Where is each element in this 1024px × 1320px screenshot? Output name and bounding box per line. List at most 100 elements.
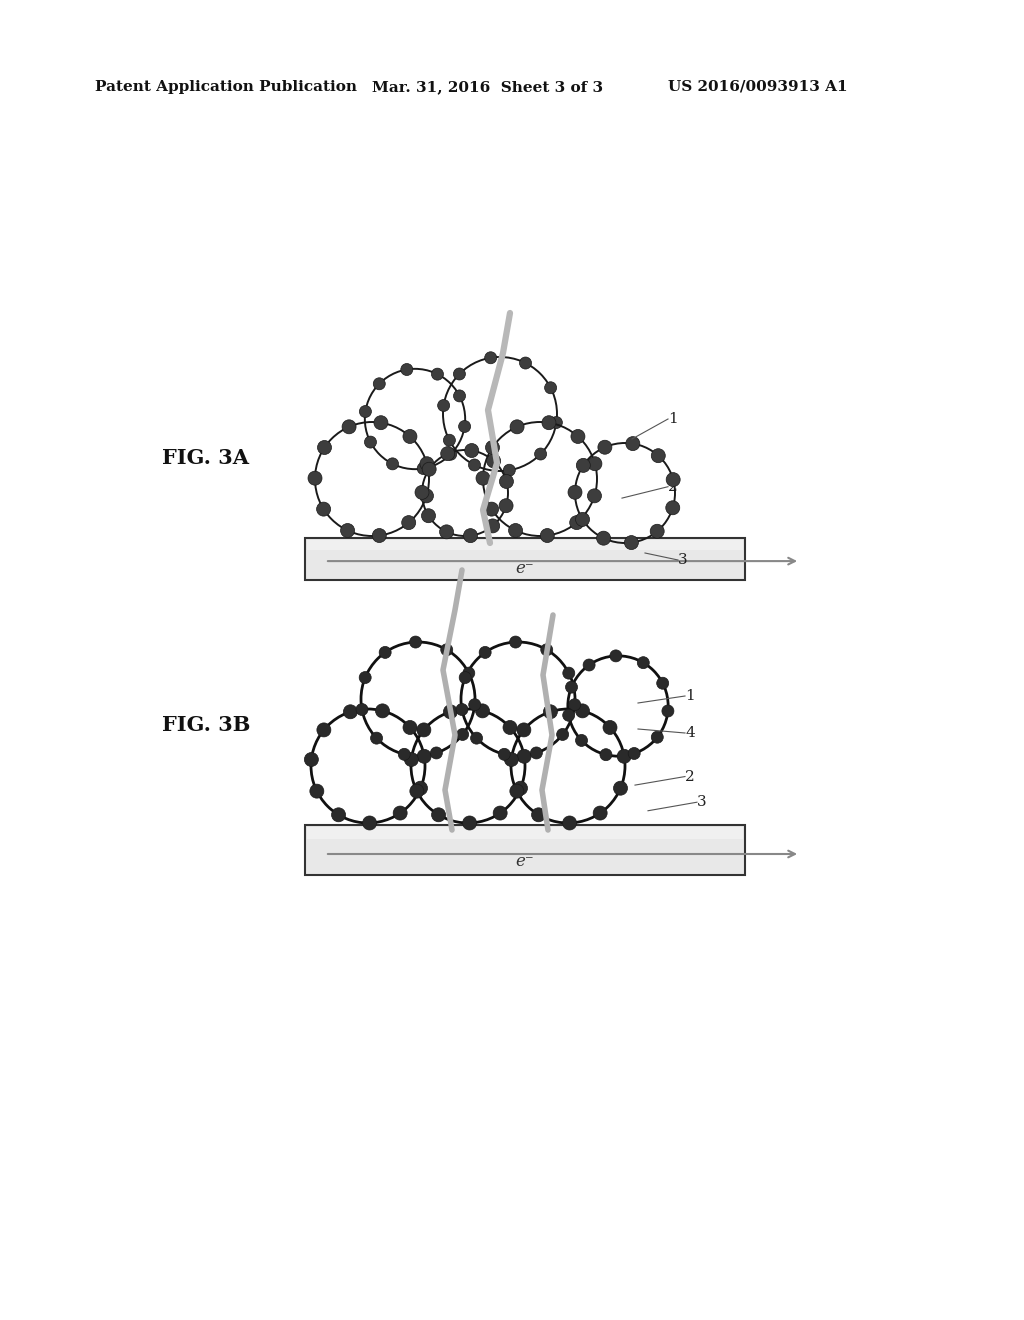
Circle shape [459, 421, 471, 433]
Circle shape [359, 672, 371, 684]
Text: 3: 3 [678, 553, 688, 568]
Circle shape [494, 807, 507, 820]
Bar [305, 825, 745, 875]
Circle shape [341, 524, 354, 537]
Circle shape [444, 449, 457, 461]
Circle shape [420, 457, 434, 471]
Bar [305, 539, 745, 579]
Circle shape [431, 808, 445, 822]
Circle shape [420, 488, 433, 503]
Text: 2: 2 [668, 479, 678, 494]
Bar [307, 540, 743, 550]
Circle shape [304, 752, 318, 767]
Circle shape [437, 400, 450, 412]
Circle shape [404, 752, 419, 767]
Circle shape [374, 378, 385, 389]
Circle shape [359, 405, 372, 417]
Circle shape [517, 723, 530, 737]
Text: US 2016/0093913 A1: US 2016/0093913 A1 [668, 81, 848, 94]
Circle shape [457, 729, 469, 741]
Circle shape [402, 429, 417, 444]
Circle shape [569, 516, 584, 529]
Circle shape [362, 816, 377, 830]
Circle shape [332, 808, 345, 822]
Circle shape [593, 807, 607, 820]
Circle shape [499, 499, 513, 512]
Circle shape [393, 807, 408, 820]
Circle shape [651, 449, 666, 463]
Circle shape [376, 704, 389, 718]
Circle shape [454, 389, 466, 401]
Circle shape [485, 441, 500, 454]
Circle shape [417, 750, 431, 763]
Circle shape [317, 441, 332, 454]
Circle shape [463, 816, 476, 830]
Circle shape [374, 416, 388, 430]
Circle shape [410, 636, 422, 648]
Text: 1: 1 [685, 689, 694, 704]
Circle shape [484, 351, 497, 364]
Circle shape [365, 436, 377, 447]
Bar [307, 828, 743, 840]
Circle shape [398, 748, 411, 760]
Circle shape [568, 486, 582, 499]
Circle shape [588, 457, 602, 471]
Circle shape [598, 441, 612, 454]
Circle shape [541, 528, 554, 543]
Circle shape [400, 363, 413, 375]
Circle shape [422, 508, 435, 523]
Circle shape [650, 524, 665, 539]
Circle shape [510, 636, 521, 648]
Text: 2: 2 [685, 770, 694, 784]
Circle shape [626, 437, 640, 450]
Circle shape [503, 721, 517, 734]
Circle shape [343, 705, 357, 719]
Circle shape [401, 516, 416, 529]
Circle shape [356, 704, 368, 715]
Circle shape [541, 644, 553, 656]
Circle shape [316, 723, 331, 737]
Circle shape [443, 705, 458, 719]
Circle shape [577, 458, 590, 473]
Circle shape [568, 698, 581, 710]
Circle shape [667, 473, 680, 487]
Circle shape [316, 502, 331, 516]
Circle shape [531, 808, 546, 822]
Circle shape [613, 781, 628, 795]
Circle shape [499, 748, 510, 760]
Circle shape [505, 752, 518, 767]
Circle shape [379, 647, 391, 659]
Circle shape [662, 705, 674, 717]
Text: 3: 3 [697, 795, 707, 809]
Text: Mar. 31, 2016  Sheet 3 of 3: Mar. 31, 2016 Sheet 3 of 3 [372, 81, 603, 94]
Circle shape [422, 462, 436, 477]
Circle shape [510, 420, 524, 434]
Circle shape [504, 465, 515, 477]
Circle shape [563, 709, 574, 721]
Text: 1: 1 [668, 412, 678, 426]
Circle shape [535, 447, 547, 459]
Circle shape [588, 488, 601, 503]
Circle shape [509, 524, 522, 537]
Circle shape [342, 420, 356, 434]
Circle shape [464, 528, 477, 543]
Circle shape [443, 434, 456, 446]
Circle shape [456, 704, 468, 715]
Circle shape [517, 750, 531, 763]
Circle shape [459, 672, 471, 684]
Circle shape [562, 816, 577, 830]
Circle shape [637, 656, 649, 669]
Text: FIG. 3B: FIG. 3B [162, 715, 251, 735]
Circle shape [485, 519, 500, 533]
Circle shape [545, 381, 557, 393]
Circle shape [386, 458, 398, 470]
Circle shape [610, 649, 622, 661]
Circle shape [600, 748, 612, 760]
Circle shape [476, 471, 490, 486]
Text: e⁻: e⁻ [516, 854, 535, 870]
Circle shape [454, 368, 466, 380]
Circle shape [530, 747, 543, 759]
Circle shape [465, 444, 479, 458]
Circle shape [656, 677, 669, 689]
Text: Patent Application Publication: Patent Application Publication [95, 81, 357, 94]
